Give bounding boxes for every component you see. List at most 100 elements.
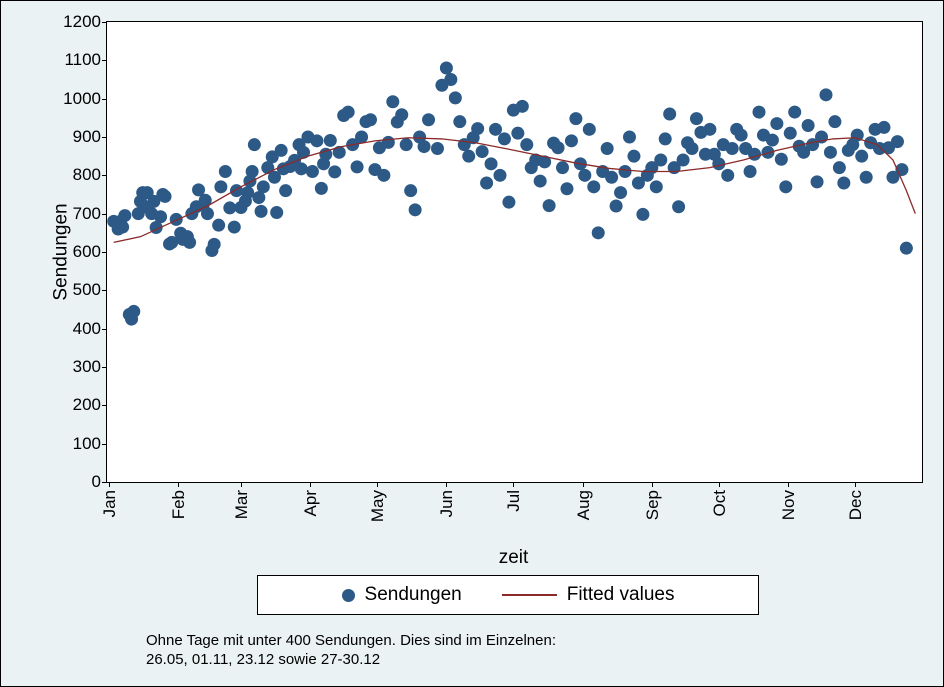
- x-tick-label: Feb: [167, 490, 189, 519]
- scatter-point: [159, 190, 172, 203]
- scatter-point: [183, 236, 196, 249]
- scatter-point: [248, 138, 261, 151]
- scatter-point: [636, 208, 649, 221]
- scatter-point: [855, 150, 868, 163]
- y-tick-mark: [102, 444, 107, 445]
- legend-line-icon: [502, 594, 557, 596]
- scatter-point: [422, 113, 435, 126]
- y-tick-mark: [102, 214, 107, 215]
- scatter-point: [498, 132, 511, 145]
- y-tick-mark: [102, 175, 107, 176]
- x-tick-mark: [513, 482, 514, 487]
- scatter-point: [578, 169, 591, 182]
- scatter-point: [480, 177, 493, 190]
- scatter-point: [775, 153, 788, 166]
- x-tick-label: Oct: [708, 490, 730, 516]
- scatter-point: [471, 122, 484, 135]
- y-tick-label: 1000: [63, 89, 107, 109]
- scatter-point: [552, 141, 565, 154]
- scatter-point: [686, 142, 699, 155]
- scatter-point: [241, 186, 254, 199]
- x-tick-label: Jun: [435, 490, 457, 517]
- scatter-point: [485, 157, 498, 170]
- scatter-point: [476, 145, 489, 158]
- scatter-point: [619, 165, 632, 178]
- legend-item: Fitted values: [502, 584, 675, 606]
- scatter-point: [328, 165, 341, 178]
- scatter-point: [493, 169, 506, 182]
- scatter-point: [431, 142, 444, 155]
- scatter-point: [279, 184, 292, 197]
- scatter-point: [565, 134, 578, 147]
- scatter-point: [364, 113, 377, 126]
- x-tick-mark: [310, 482, 311, 487]
- scatter-point: [534, 175, 547, 188]
- scatter-point: [610, 200, 623, 213]
- scatter-point: [246, 165, 259, 178]
- y-tick-mark: [102, 290, 107, 291]
- y-tick-mark: [102, 22, 107, 23]
- scatter-point: [784, 127, 797, 140]
- legend: Sendungen Fitted values: [257, 575, 759, 615]
- x-tick-mark: [446, 482, 447, 487]
- scatter-point: [520, 138, 533, 151]
- scatter-point: [824, 146, 837, 159]
- y-tick-mark: [102, 367, 107, 368]
- scatter-point: [543, 199, 556, 212]
- y-tick-mark: [102, 329, 107, 330]
- scatter-point: [623, 131, 636, 144]
- scatter-point: [377, 169, 390, 182]
- scatter-point: [275, 144, 288, 157]
- scatter-point: [214, 180, 227, 193]
- scatter-point: [712, 157, 725, 170]
- scatter-point: [449, 91, 462, 104]
- x-tick-label: Jul: [502, 490, 524, 512]
- scatter-point: [748, 148, 761, 161]
- scatter-point: [270, 206, 283, 219]
- scatter-point: [721, 169, 734, 182]
- scatter-point: [116, 221, 129, 234]
- scatter-point: [837, 177, 850, 190]
- x-tick-mark: [377, 482, 378, 487]
- x-tick-mark: [109, 482, 110, 487]
- scatter-point: [400, 138, 413, 151]
- x-tick-label: Sep: [641, 490, 663, 520]
- scatter-point: [315, 182, 328, 195]
- scatter-point: [511, 127, 524, 140]
- y-tick-mark: [102, 137, 107, 138]
- chart-frame: 0100200300400500600700800900100011001200…: [0, 0, 944, 687]
- x-tick-mark: [855, 482, 856, 487]
- scatter-point: [766, 134, 779, 147]
- scatter-point: [583, 123, 596, 136]
- scatter-point: [592, 226, 605, 239]
- scatter-point: [489, 123, 502, 136]
- scatter-point: [659, 132, 672, 145]
- scatter-point: [297, 146, 310, 159]
- scatter-point: [811, 175, 824, 188]
- scatter-point: [654, 154, 667, 167]
- scatter-point: [212, 219, 225, 232]
- y-tick-mark: [102, 405, 107, 406]
- scatter-point: [516, 100, 529, 113]
- scatter-point: [569, 112, 582, 125]
- scatter-point: [404, 184, 417, 197]
- scatter-point: [663, 108, 676, 121]
- scatter-point: [386, 95, 399, 108]
- scatter-point: [201, 207, 214, 220]
- y-tick-mark: [102, 60, 107, 61]
- scatter-point: [257, 180, 270, 193]
- y-tick-mark: [102, 99, 107, 100]
- scatter-point: [891, 135, 904, 148]
- scatter-point: [744, 165, 757, 178]
- legend-dot-icon: [342, 589, 355, 602]
- scatter-point: [900, 242, 913, 255]
- scatter-point: [556, 161, 569, 174]
- scatter-point: [418, 140, 431, 153]
- scatter-point: [409, 203, 422, 216]
- scatter-point: [605, 171, 618, 184]
- plot-area: 0100200300400500600700800900100011001200…: [106, 21, 923, 483]
- legend-label: Sendungen: [365, 584, 462, 606]
- scatter-point: [118, 209, 131, 222]
- y-tick-mark: [102, 252, 107, 253]
- scatter-point: [154, 210, 167, 223]
